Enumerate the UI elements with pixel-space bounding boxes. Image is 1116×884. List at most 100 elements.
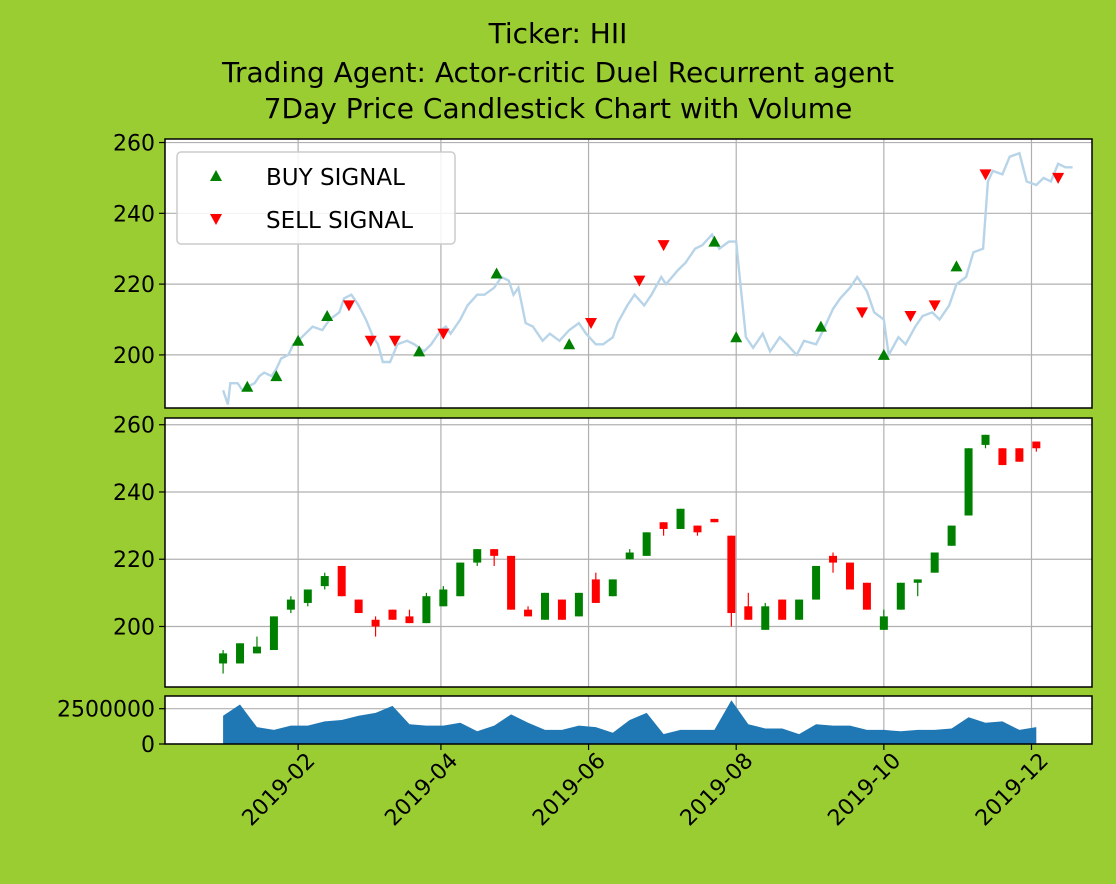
candle-body — [642, 532, 651, 556]
candle-body — [236, 643, 245, 664]
candle-body — [405, 616, 414, 624]
candle-body — [981, 434, 990, 445]
buy-signal-marker — [292, 334, 305, 346]
ohlc-y-tick-label: 200 — [113, 615, 155, 640]
candle-body — [812, 565, 821, 600]
candle-body — [829, 555, 838, 563]
sell-signal-marker — [904, 310, 917, 322]
buy-signal-marker — [563, 338, 576, 350]
ohlc-frame — [164, 417, 1093, 688]
price-frame — [164, 138, 1093, 409]
buy-signal-marker — [950, 260, 963, 272]
candle-body — [540, 592, 549, 620]
sell-signal-marker — [633, 275, 646, 287]
volume-y-tick-label: 2500000 — [57, 698, 155, 723]
buy-signal-marker — [321, 309, 334, 321]
x-tick-label: 2019-10 — [823, 749, 906, 832]
candle-body — [676, 508, 685, 529]
candle-body — [456, 562, 465, 597]
legend-sell-marker — [210, 214, 222, 225]
buy-signal-marker — [270, 370, 283, 382]
candle-body — [473, 549, 482, 563]
sell-signal-marker — [342, 300, 355, 312]
buy-signal-marker — [708, 235, 721, 247]
candle-body — [896, 582, 905, 610]
sell-signal-marker — [364, 335, 377, 347]
sell-signal-marker — [584, 318, 597, 330]
x-tick-label: 2019-04 — [380, 749, 463, 832]
volume-frame — [164, 695, 1093, 745]
price-y-tick-label: 200 — [113, 344, 155, 369]
candle-body — [659, 522, 668, 529]
candle-body — [286, 599, 295, 610]
candle-body — [930, 552, 939, 573]
legend-sell-label: SELL SIGNAL — [266, 208, 413, 234]
sell-signal-marker — [1052, 172, 1065, 184]
candle-body — [557, 599, 566, 620]
volume-y-tick-label: 0 — [141, 733, 155, 758]
candle-body — [625, 552, 634, 560]
ohlc-y-tick-label: 220 — [113, 548, 155, 573]
candle-body — [320, 576, 329, 587]
candle-body — [727, 535, 736, 614]
candle-body — [439, 589, 448, 607]
buy-signal-marker — [241, 380, 254, 392]
candle-body — [964, 448, 973, 516]
candle-body — [947, 525, 956, 546]
price-y-tick-label: 260 — [113, 132, 155, 157]
candle-body — [388, 609, 397, 620]
sell-signal-marker — [856, 307, 869, 319]
ohlc-y-tick-label: 240 — [113, 481, 155, 506]
buy-signal-marker — [730, 331, 743, 343]
candle-body — [862, 582, 871, 610]
legend: BUY SIGNAL SELL SIGNAL — [176, 151, 456, 245]
candle-body — [574, 592, 583, 617]
candle-body — [795, 599, 804, 620]
sell-signal-marker — [388, 335, 401, 347]
legend-buy-marker — [210, 170, 222, 181]
price-line — [221, 151, 1073, 405]
candle-body — [1032, 441, 1041, 449]
buy-signal-marker — [877, 348, 890, 360]
ohlc-y-tick-label: 260 — [113, 414, 155, 439]
candle-body — [490, 549, 499, 556]
legend-box — [176, 151, 456, 245]
candle-body — [371, 619, 380, 627]
candle-body — [913, 579, 922, 583]
candle-body — [744, 606, 753, 620]
buy-signal-marker — [413, 345, 426, 357]
buy-signal-marker — [814, 320, 827, 332]
candle-body — [710, 518, 719, 523]
sell-signal-marker — [979, 169, 992, 181]
buy-signal-marker — [490, 267, 503, 279]
price-y-tick-label: 220 — [113, 273, 155, 298]
chart-title-line-2: Trading Agent: Actor-critic Duel Recurre… — [222, 56, 894, 89]
candle-body — [998, 448, 1007, 466]
chart-title-line-3: 7Day Price Candlestick Chart with Volume — [263, 92, 853, 125]
sell-signal-marker — [928, 300, 941, 312]
x-tick-label: 2019-08 — [676, 749, 759, 832]
price-y-tick-label: 240 — [113, 202, 155, 227]
candle-body — [693, 525, 702, 533]
candle-body — [507, 555, 516, 610]
sell-signal-marker — [657, 240, 670, 252]
volume-area — [223, 700, 1037, 744]
candle-body — [845, 562, 854, 590]
candle-body — [337, 565, 346, 597]
chart-title-line-1: Ticker: HII — [488, 17, 628, 50]
candle-body — [354, 599, 363, 614]
x-tick-label: 2019-02 — [238, 749, 321, 832]
candle-body — [524, 609, 533, 617]
candle-body — [219, 653, 228, 664]
x-tick-label: 2019-06 — [528, 749, 611, 832]
candle-body — [1015, 448, 1024, 462]
candle-body — [303, 589, 312, 603]
candle-body — [252, 646, 261, 654]
legend-buy-label: BUY SIGNAL — [266, 165, 405, 191]
candle-body — [761, 606, 770, 630]
candle-body — [591, 579, 600, 603]
x-tick-label: 2019-12 — [971, 749, 1054, 832]
candle-body — [269, 616, 278, 651]
sell-signal-marker — [437, 328, 450, 340]
